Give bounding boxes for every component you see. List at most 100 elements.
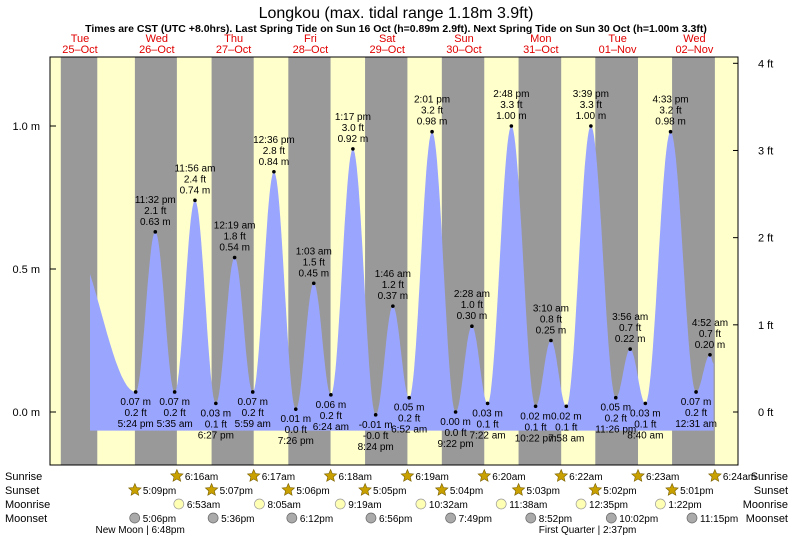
extreme-marker [509, 124, 514, 128]
high-tide-metres: 1.00 m [496, 111, 527, 122]
extreme-marker [153, 230, 158, 234]
high-tide-feet: 3.2 ft [421, 106, 443, 117]
moonrise-time: 6:53am [187, 500, 220, 511]
moonrise-time: 10:32am [429, 500, 468, 511]
high-tide-time: 1:17 pm [335, 112, 371, 123]
sunset-icon [358, 482, 372, 496]
extreme-marker [373, 413, 378, 417]
low-tide-feet: 0.2 ft [125, 408, 147, 419]
low-tide-time: 8:40 am [627, 430, 663, 441]
low-tide-feet: 0.2 ft [605, 414, 627, 425]
high-tide-feet: 3.0 ft [342, 123, 364, 134]
extreme-marker [485, 401, 490, 406]
sunrise-icon [707, 468, 722, 482]
low-tide-metres: 0.06 m [316, 400, 347, 411]
sunrise-icon [477, 468, 492, 482]
sunset-icon [204, 482, 219, 496]
moonset-icon [605, 512, 617, 524]
high-tide-time: 12:19 am [214, 221, 256, 232]
day-header-date: 29–Oct [369, 44, 404, 56]
high-tide-time: 1:03 am [296, 246, 332, 257]
sunset-time: 5:07pm [220, 486, 253, 497]
low-tide-metres: 0.03 m [201, 408, 232, 419]
high-tide-metres: 0.22 m [615, 334, 646, 345]
day-header-name: Mon [530, 33, 551, 45]
low-tide-metres: 0.07 m [159, 397, 190, 408]
moonset-time: 7:49pm [459, 514, 492, 525]
extreme-marker [708, 353, 712, 357]
high-tide-feet: 3.3 ft [500, 100, 522, 111]
sunrise-time: 6:22am [569, 472, 602, 483]
extreme-marker [311, 281, 316, 286]
day-header-name: Thu [224, 33, 243, 45]
low-tide-time: 10:22 pm [515, 433, 557, 444]
extreme-marker [643, 401, 648, 406]
moonset-time: 8:52pm [539, 514, 572, 525]
moonset-icon [686, 512, 698, 524]
day-header-name: Tue [71, 33, 90, 45]
low-tide-time: 5:59 am [235, 419, 271, 430]
sunset-icon [511, 482, 526, 496]
high-tide-metres: 0.30 m [457, 311, 488, 322]
low-tide-metres: 0.00 m [440, 417, 471, 428]
y-tick-label-right: 3 ft [758, 145, 773, 157]
low-tide-feet: 0.0 ft [285, 425, 307, 436]
y-tick-label-left: 0.5 m [12, 264, 40, 276]
low-tide-feet: 0.2 ft [320, 411, 342, 422]
moonrise-time: 8:05am [267, 500, 300, 511]
high-tide-metres: 1.00 m [576, 111, 607, 122]
sunrise-time: 6:18am [339, 472, 372, 483]
low-tide-metres: 0.07 m [120, 397, 151, 408]
low-tide-time: 7:58 am [548, 433, 584, 444]
moonset-icon [207, 512, 219, 524]
y-tick-label-left: 1.0 m [12, 121, 40, 133]
high-tide-feet: 2.4 ft [184, 174, 206, 185]
high-tide-metres: 0.92 m [338, 134, 369, 145]
low-tide-time: 5:24 pm [118, 419, 154, 430]
sunset-icon [665, 482, 679, 496]
high-tide-feet: 1.8 ft [223, 232, 245, 243]
day-header-name: Fri [304, 33, 317, 45]
high-tide-time: 4:52 am [692, 318, 728, 329]
extreme-marker [214, 401, 218, 406]
day-header-date: 30–Oct [446, 44, 481, 56]
low-tide-feet: 0.1 ft [476, 419, 498, 430]
low-tide-metres: 0.02 m [551, 411, 582, 422]
moonset-icon [286, 512, 298, 524]
day-header-date: 02–Nov [675, 44, 713, 56]
moonset-time: 10:02pm [619, 514, 658, 525]
low-tide-time: 7:26 pm [278, 436, 314, 447]
moonset-icon [129, 512, 141, 524]
high-tide-feet: 0.7 ft [699, 329, 721, 340]
low-tide-feet: 0.0 ft [444, 428, 466, 439]
almanac-row-label-left: Moonset [5, 513, 47, 525]
low-tide-metres: 0.05 m [600, 403, 631, 414]
high-tide-time: 4:33 pm [652, 95, 688, 106]
chart-subtitle: Times are CST (UTC +8.0hrs). Last Spring… [85, 23, 707, 35]
extreme-marker [694, 390, 698, 394]
extreme-marker [407, 395, 411, 400]
day-header-date: 26–Oct [139, 44, 174, 56]
low-tide-feet: 0.2 ft [685, 408, 707, 419]
extreme-marker [430, 129, 434, 134]
extreme-marker [628, 347, 632, 351]
extreme-marker [172, 390, 177, 394]
day-header-date: 01–Nov [599, 44, 637, 56]
day-header-name: Wed [683, 33, 705, 45]
low-tide-feet: -0.0 ft [363, 431, 389, 442]
almanac-row-label-right: Moonrise [743, 499, 788, 511]
sunrise-icon [246, 468, 261, 482]
extreme-marker [613, 395, 618, 400]
moonrise-time: 11:38am [509, 500, 547, 511]
high-tide-metres: 0.37 m [378, 291, 409, 302]
high-tide-feet: 3.2 ft [659, 106, 681, 117]
sunrise-time: 6:16am [185, 472, 218, 483]
sunrise-icon [169, 468, 184, 482]
sunset-time: 5:03pm [527, 486, 560, 497]
y-tick-label-right: 4 ft [758, 58, 773, 70]
almanac-row-label-left: Sunset [5, 485, 39, 497]
moonset-time: 6:56pm [379, 514, 412, 525]
high-tide-metres: 0.63 m [140, 217, 171, 228]
high-tide-time: 11:32 pm [135, 195, 176, 206]
